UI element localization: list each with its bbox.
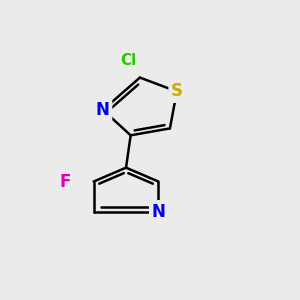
Text: F: F — [59, 172, 70, 190]
Text: Cl: Cl — [120, 53, 136, 68]
Text: N: N — [96, 101, 110, 119]
Text: N: N — [152, 202, 165, 220]
Text: S: S — [171, 82, 183, 100]
